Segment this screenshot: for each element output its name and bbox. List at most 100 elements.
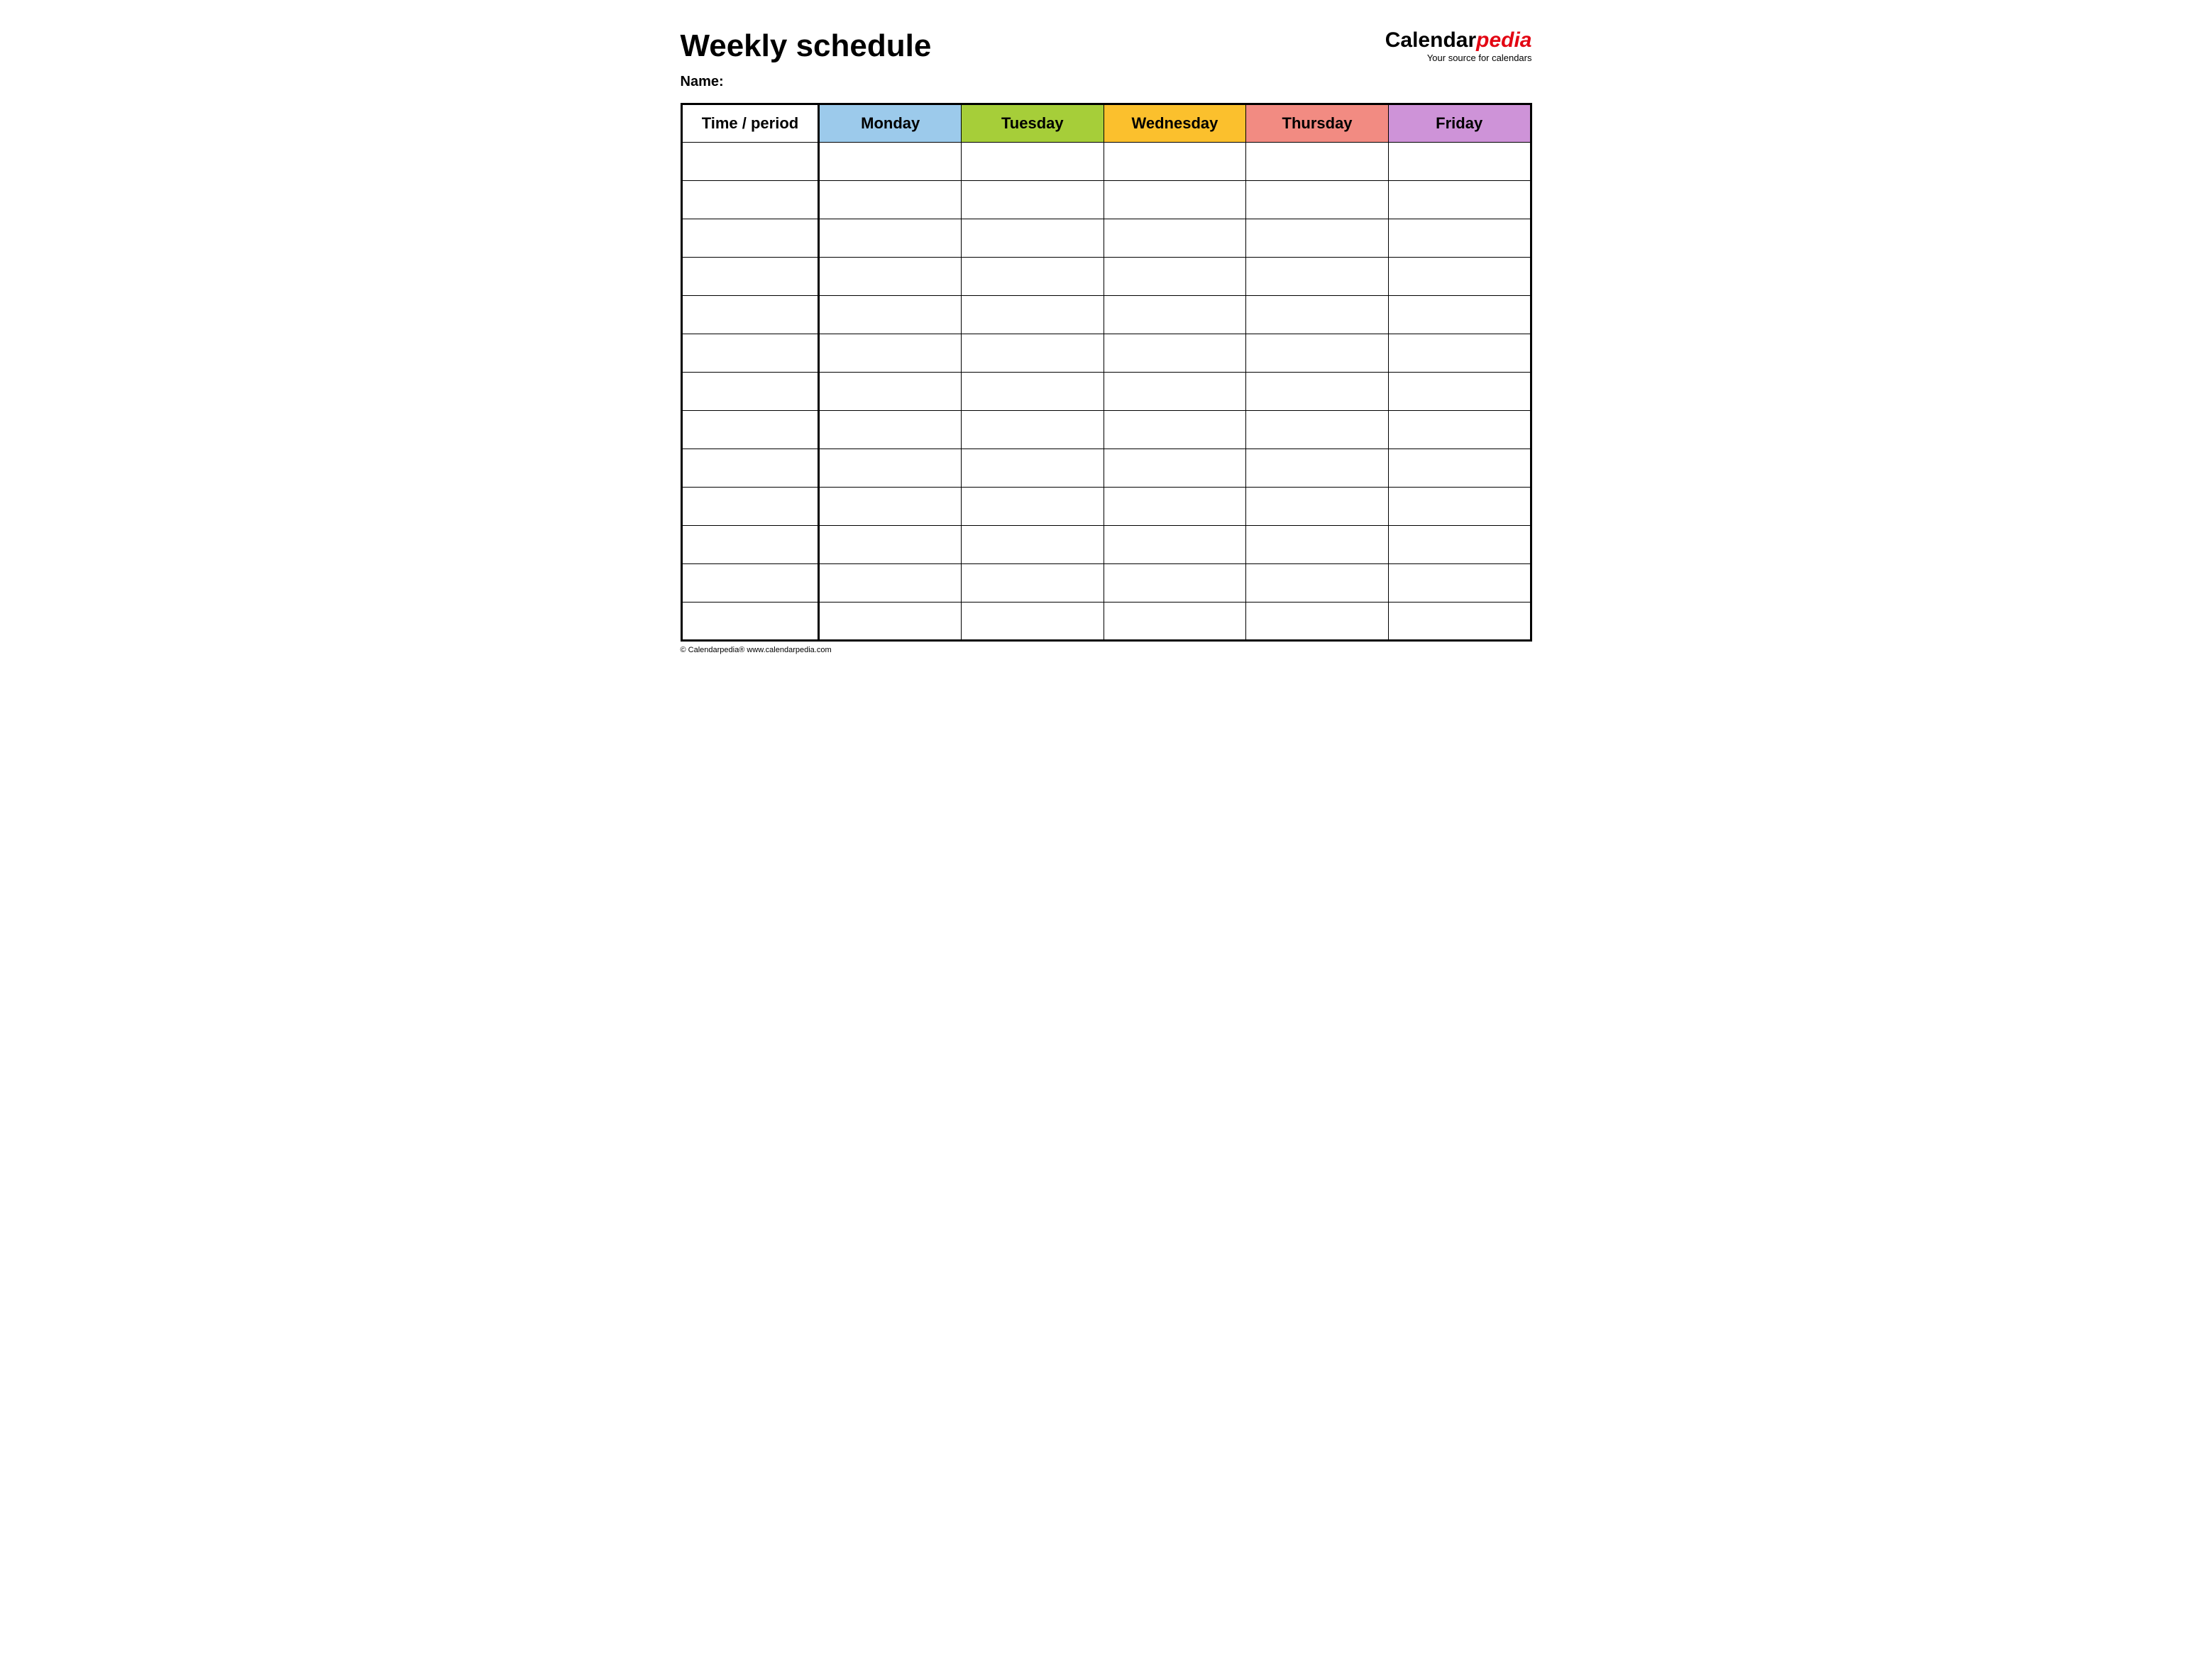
schedule-cell xyxy=(962,449,1104,488)
table-row xyxy=(681,181,1531,219)
schedule-cell xyxy=(962,258,1104,296)
schedule-header-row: Time / periodMondayTuesdayWednesdayThurs… xyxy=(681,104,1531,143)
schedule-cell xyxy=(1388,258,1531,296)
time-cell xyxy=(681,449,819,488)
schedule-cell xyxy=(1104,296,1246,334)
brand-block: Calendarpedia Your source for calendars xyxy=(1385,28,1532,63)
schedule-cell xyxy=(1246,181,1389,219)
column-header: Monday xyxy=(819,104,962,143)
time-cell xyxy=(681,143,819,181)
time-cell xyxy=(681,334,819,373)
schedule-table: Time / periodMondayTuesdayWednesdayThurs… xyxy=(681,103,1532,642)
schedule-cell xyxy=(819,411,962,449)
schedule-cell xyxy=(962,143,1104,181)
schedule-cell xyxy=(962,564,1104,603)
schedule-cell xyxy=(1246,564,1389,603)
schedule-cell xyxy=(819,449,962,488)
brand-tagline: Your source for calendars xyxy=(1385,53,1532,63)
column-header: Time / period xyxy=(681,104,819,143)
table-row xyxy=(681,564,1531,603)
schedule-cell xyxy=(1388,564,1531,603)
schedule-cell xyxy=(819,334,962,373)
schedule-cell xyxy=(819,258,962,296)
schedule-cell xyxy=(962,219,1104,258)
time-cell xyxy=(681,181,819,219)
schedule-cell xyxy=(1388,373,1531,411)
schedule-cell xyxy=(1388,334,1531,373)
schedule-cell xyxy=(1104,334,1246,373)
schedule-cell xyxy=(962,411,1104,449)
table-row xyxy=(681,449,1531,488)
schedule-cell xyxy=(1246,334,1389,373)
table-row xyxy=(681,296,1531,334)
table-row xyxy=(681,258,1531,296)
schedule-cell xyxy=(1104,143,1246,181)
table-row xyxy=(681,219,1531,258)
schedule-cell xyxy=(819,488,962,526)
header-row: Weekly schedule Calendarpedia Your sourc… xyxy=(681,28,1532,70)
schedule-cell xyxy=(819,181,962,219)
time-cell xyxy=(681,488,819,526)
schedule-cell xyxy=(1104,181,1246,219)
schedule-cell xyxy=(1104,258,1246,296)
schedule-cell xyxy=(962,526,1104,564)
page-title: Weekly schedule xyxy=(681,28,932,64)
schedule-cell xyxy=(819,373,962,411)
schedule-cell xyxy=(819,526,962,564)
schedule-cell xyxy=(1388,526,1531,564)
brand-name-part2: pedia xyxy=(1476,28,1531,52)
schedule-cell xyxy=(1388,411,1531,449)
schedule-cell xyxy=(1104,373,1246,411)
schedule-cell xyxy=(1104,449,1246,488)
schedule-cell xyxy=(1388,449,1531,488)
table-row xyxy=(681,143,1531,181)
schedule-cell xyxy=(1104,219,1246,258)
schedule-cell xyxy=(819,564,962,603)
table-row xyxy=(681,603,1531,641)
schedule-cell xyxy=(1246,258,1389,296)
schedule-cell xyxy=(962,296,1104,334)
table-row xyxy=(681,373,1531,411)
time-cell xyxy=(681,564,819,603)
schedule-cell xyxy=(1388,143,1531,181)
time-cell xyxy=(681,603,819,641)
weekly-schedule-page: Weekly schedule Calendarpedia Your sourc… xyxy=(681,28,1532,654)
brand-name: Calendarpedia xyxy=(1385,28,1532,52)
schedule-cell xyxy=(1246,296,1389,334)
schedule-cell xyxy=(1246,219,1389,258)
schedule-cell xyxy=(1104,488,1246,526)
schedule-cell xyxy=(962,181,1104,219)
schedule-cell xyxy=(1388,603,1531,641)
schedule-cell xyxy=(1388,488,1531,526)
table-row xyxy=(681,411,1531,449)
schedule-cell xyxy=(1104,526,1246,564)
schedule-cell xyxy=(1388,219,1531,258)
table-row xyxy=(681,488,1531,526)
schedule-cell xyxy=(962,603,1104,641)
column-header: Tuesday xyxy=(962,104,1104,143)
brand-name-part1: Calendar xyxy=(1385,28,1476,52)
schedule-cell xyxy=(1246,143,1389,181)
schedule-cell xyxy=(819,219,962,258)
schedule-cell xyxy=(819,603,962,641)
schedule-cell xyxy=(962,488,1104,526)
schedule-cell xyxy=(1104,411,1246,449)
table-row xyxy=(681,334,1531,373)
schedule-cell xyxy=(962,334,1104,373)
schedule-cell xyxy=(1246,449,1389,488)
time-cell xyxy=(681,411,819,449)
time-cell xyxy=(681,296,819,334)
footer-text: © Calendarpedia® www.calendarpedia.com xyxy=(681,646,1532,654)
time-cell xyxy=(681,526,819,564)
schedule-body xyxy=(681,143,1531,641)
schedule-cell xyxy=(1104,603,1246,641)
schedule-cell xyxy=(819,143,962,181)
schedule-cell xyxy=(819,296,962,334)
schedule-cell xyxy=(1246,526,1389,564)
time-cell xyxy=(681,373,819,411)
schedule-cell xyxy=(1246,411,1389,449)
schedule-cell xyxy=(1104,564,1246,603)
schedule-cell xyxy=(1388,296,1531,334)
column-header: Wednesday xyxy=(1104,104,1246,143)
column-header: Friday xyxy=(1388,104,1531,143)
